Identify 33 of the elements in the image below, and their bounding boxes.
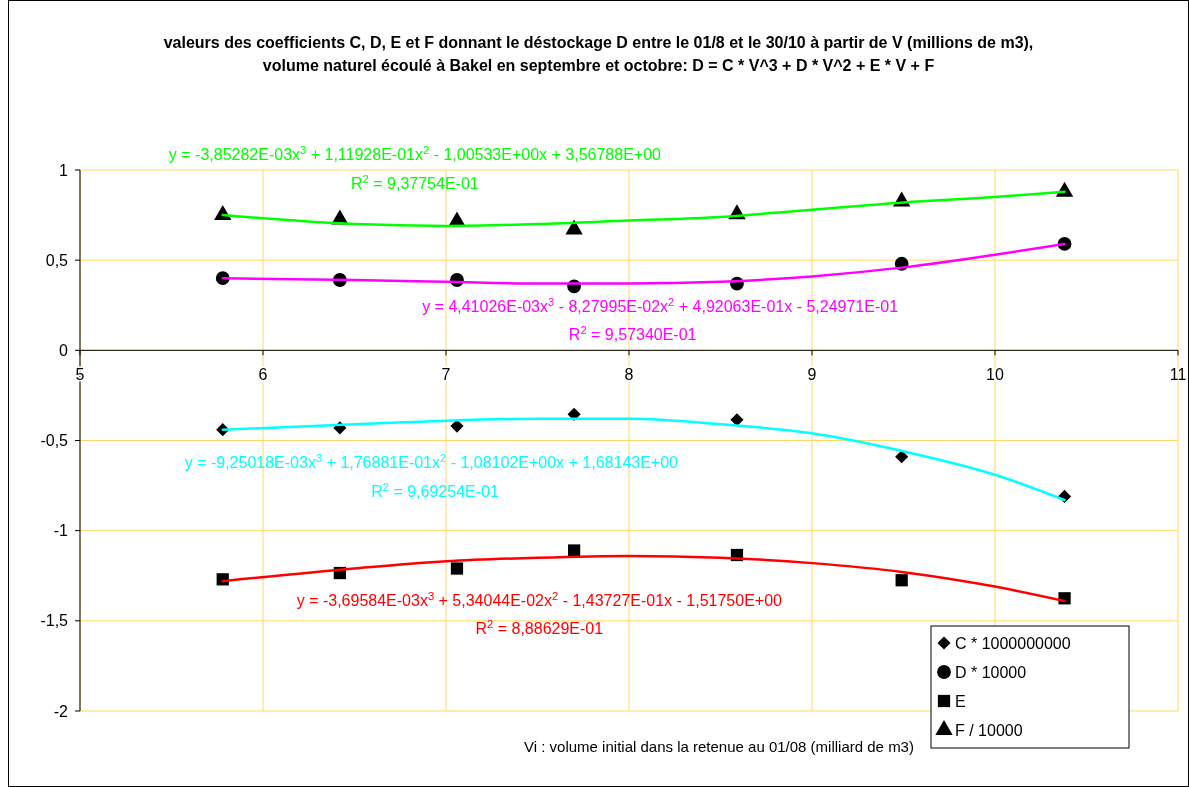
annotation: R$^{2}$ = 8,88629E-01 — [475, 618, 604, 638]
y-tick-label: -1 — [53, 522, 69, 540]
annotation: R$^{2}$ = 9,37754E-01 — [351, 172, 479, 192]
y-tick-label: -2 — [53, 702, 69, 720]
point — [730, 413, 744, 427]
x-tick-label: 6 — [258, 366, 268, 384]
annotation: y = -3,69584E-03x$^{3}$ + 5,34044E-02x$^{2}$ - 1,43727E-01x - 1,51750E+00 — [296, 589, 783, 609]
x-tick-label: 7 — [441, 366, 451, 384]
y-tick-label: 0 — [59, 341, 69, 359]
x-tick-label: 10 — [986, 366, 1004, 384]
point — [895, 450, 909, 464]
x-axis-title: Vi : volume initial dans la retenue au 01/08 (milliard de m3) — [524, 738, 914, 755]
y-tick-label: 1 — [59, 161, 69, 179]
legend-label: D * 10000 — [955, 663, 1027, 681]
legend-label: F / 10000 — [955, 721, 1023, 739]
x-tick-label: 8 — [624, 366, 634, 384]
legend-label: E — [955, 692, 966, 710]
point — [567, 407, 581, 421]
y-tick-label: -0,5 — [40, 432, 69, 450]
chart-title: valeurs des coefficients C, D, E et F donnant le déstockage D entre le 01/8 et le 30/10 à partir de V (millions de m3), volume naturel écoulé à Bakel en septembre et octobre: D = C * V^3 + D * V^2 + E * V + F — [163, 34, 1034, 74]
point — [895, 574, 908, 587]
legend-label: C * 1000000000 — [955, 634, 1071, 652]
point — [565, 219, 583, 235]
y-tick-label: -1,5 — [40, 612, 69, 630]
point — [450, 562, 464, 575]
annotation: R$^{2}$ = 9,57340E-01 — [568, 324, 697, 344]
text: y = -3,85282E-03x$^{3}$ + 1,11928E-01x$^{2}$ - 1,00533E+00x + 3,56788E+00 — [168, 144, 662, 164]
annotation: R$^{2}$ = 9,69254E-01 — [371, 481, 499, 501]
annotation: y = -9,25018E-03x$^{3}$ + 1,76881E-01x$^{2}$ - 1,08102E+00x + 1,68143E+00 — [184, 452, 679, 472]
y-tick-label: 0,5 — [45, 251, 69, 269]
x-tick-label: 11 — [1169, 366, 1187, 384]
x-tick-label: 9 — [807, 366, 817, 384]
annotation: y = 4,41026E-03x$^{3}$ - 8,27995E-02x$^{2}$ + 4,92063E-01x - 5,24971E-01 — [422, 295, 899, 315]
